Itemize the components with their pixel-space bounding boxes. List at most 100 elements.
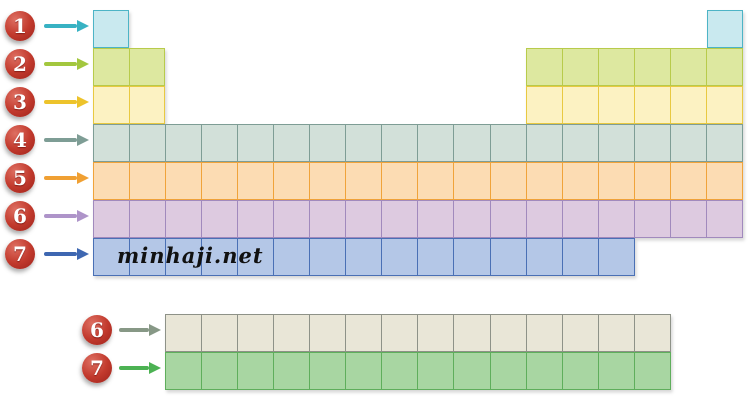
period-cell: [202, 239, 239, 275]
period-7-arrow-icon: [44, 247, 89, 261]
period-cell: [166, 125, 203, 161]
period-cell: [202, 201, 239, 237]
period-cell: [527, 353, 563, 389]
period-cell: [238, 201, 275, 237]
period-cell: [130, 163, 167, 199]
period-2-segment: [526, 48, 743, 86]
arrow-shaft: [44, 176, 77, 180]
period-1-segment: [706, 10, 743, 48]
period-cell: [202, 125, 239, 161]
period-cell: [599, 87, 636, 123]
period-cell: [599, 353, 635, 389]
period-cell: [491, 239, 527, 275]
period-cell: [671, 87, 707, 123]
period-cell: [346, 353, 383, 389]
period-cell: [671, 49, 707, 85]
period-cell: [94, 49, 130, 85]
period-cell: [454, 163, 491, 199]
period-cell: [491, 353, 527, 389]
period-cell: [707, 49, 742, 85]
period-cell: [130, 201, 167, 237]
period-6-segment: [93, 200, 743, 238]
period-cell: [274, 201, 311, 237]
period-cell: [527, 125, 563, 161]
period-cell: [563, 87, 600, 123]
arrow-head-icon: [149, 362, 161, 374]
period-cell: [418, 353, 455, 389]
period-2-segment: [93, 48, 166, 86]
period-4-segment: [93, 124, 743, 162]
bottom-period-6-segment: [165, 314, 671, 352]
period-cell: [454, 315, 491, 351]
arrow-head-icon: [77, 248, 89, 260]
period-7-segment: [93, 238, 635, 276]
period-7-badge: 7: [5, 239, 35, 269]
period-cell: [382, 201, 419, 237]
period-cell: [635, 353, 670, 389]
period-cell: [599, 125, 635, 161]
period-1-badge: 1: [5, 11, 35, 41]
period-cell: [274, 125, 311, 161]
period-cell: [94, 163, 131, 199]
period-cell: [310, 201, 347, 237]
period-3-badge: 3: [5, 87, 35, 117]
period-4-badge: 4: [5, 125, 35, 155]
period-cell: [130, 125, 167, 161]
period-cell: [166, 315, 203, 351]
arrow-head-icon: [77, 134, 89, 146]
period-cell: [310, 315, 347, 351]
period-cell: [491, 201, 527, 237]
period-cell: [202, 353, 239, 389]
period-cell: [238, 315, 275, 351]
period-cell: [599, 163, 635, 199]
period-cell: [527, 239, 563, 275]
period-cell: [202, 163, 239, 199]
period-cell: [382, 315, 419, 351]
watermark-text: minhaji.net: [117, 243, 264, 268]
period-cell: [454, 201, 491, 237]
period-5-badge: 5: [5, 163, 35, 193]
period-cell: [707, 87, 742, 123]
period-cell: [418, 239, 455, 275]
period-3-segment: [526, 86, 743, 124]
period-cell: [671, 201, 707, 237]
period-cell: [274, 315, 311, 351]
period-cell: [527, 49, 564, 85]
period-cell: [238, 125, 275, 161]
period-cell: [635, 163, 671, 199]
period-cell: [599, 315, 635, 351]
arrow-shaft: [44, 252, 77, 256]
period-cell: [635, 315, 670, 351]
period-cell: [563, 353, 599, 389]
arrow-shaft: [44, 24, 77, 28]
period-cell: [635, 125, 671, 161]
period-cell: [635, 201, 671, 237]
period-cell: [635, 49, 672, 85]
period-cell: [563, 201, 599, 237]
period-cell: [708, 11, 742, 47]
period-cell: [418, 201, 455, 237]
bottom-period-7-segment: [165, 352, 671, 390]
period-cell: [671, 163, 707, 199]
period-cell: [563, 315, 599, 351]
period-5-arrow-icon: [44, 171, 89, 185]
period-cell: [346, 125, 383, 161]
period-cell: [418, 315, 455, 351]
period-cell: [563, 163, 599, 199]
period-cell: [238, 163, 275, 199]
period-cell: [382, 239, 419, 275]
arrow-head-icon: [77, 58, 89, 70]
period-5-segment: [93, 162, 743, 200]
period-cell: [382, 353, 419, 389]
arrow-head-icon: [77, 210, 89, 222]
arrow-head-icon: [77, 20, 89, 32]
arrow-shaft: [119, 328, 149, 332]
period-cell: [274, 353, 311, 389]
arrow-shaft: [44, 100, 77, 104]
period-cell: [166, 163, 203, 199]
bottom-period-7-arrow-icon: [119, 361, 161, 375]
period-cell: [527, 87, 564, 123]
arrow-head-icon: [77, 172, 89, 184]
period-6-badge: 6: [5, 201, 35, 231]
